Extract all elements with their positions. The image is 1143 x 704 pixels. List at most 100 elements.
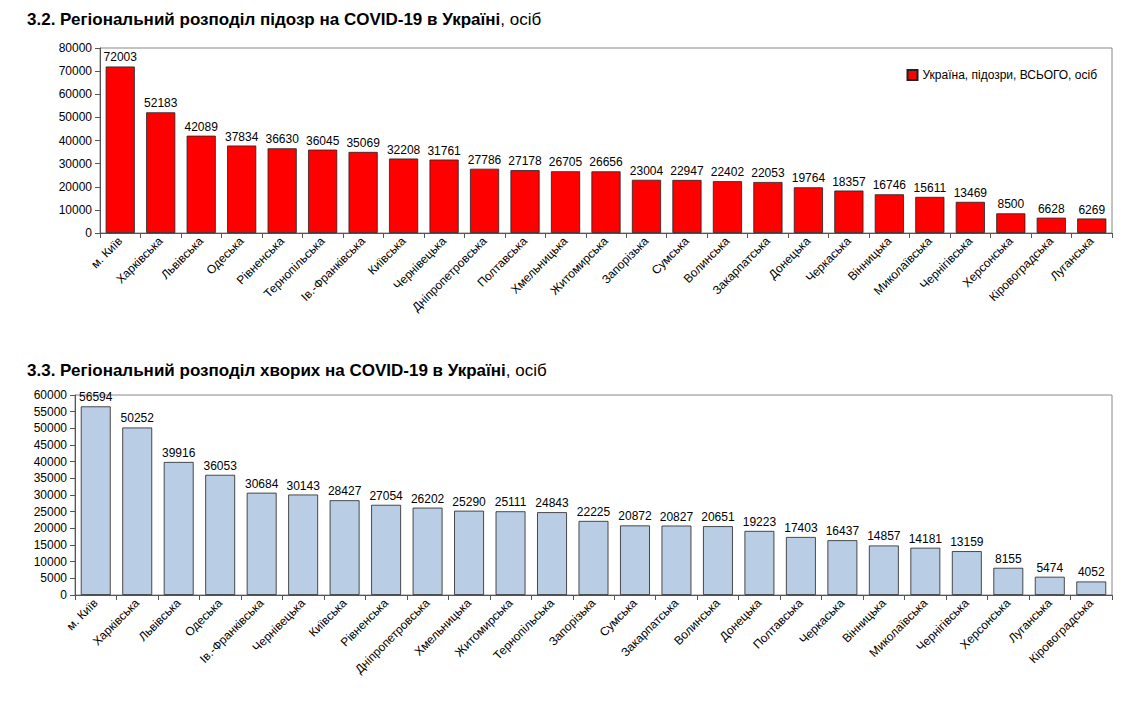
svg-text:45000: 45000 — [34, 438, 68, 452]
svg-text:Україна, підозри, ВСЬОГО, осіб: Україна, підозри, ВСЬОГО, осіб — [923, 68, 1098, 82]
svg-text:Житомирська: Житомирська — [547, 234, 611, 298]
svg-text:70000: 70000 — [59, 64, 93, 78]
svg-text:м. Київ: м. Київ — [88, 234, 125, 271]
svg-text:27786: 27786 — [468, 153, 502, 167]
svg-text:55000: 55000 — [34, 405, 68, 419]
svg-text:Ів.-Франківська: Ів.-Франківська — [197, 596, 267, 666]
svg-text:3.3. Регіональний розподіл хво: 3.3. Регіональний розподіл хворих на COV… — [27, 361, 506, 380]
svg-text:Закарпатська: Закарпатська — [618, 596, 681, 659]
svg-text:56594: 56594 — [79, 390, 113, 404]
svg-text:19223: 19223 — [743, 515, 777, 529]
svg-text:50000: 50000 — [34, 421, 68, 435]
svg-text:16437: 16437 — [826, 524, 860, 538]
svg-text:26202: 26202 — [411, 492, 445, 506]
svg-text:Запорізька: Запорізька — [599, 234, 652, 287]
svg-text:23004: 23004 — [630, 164, 664, 178]
svg-text:20651: 20651 — [701, 510, 735, 524]
svg-text:27054: 27054 — [369, 489, 403, 503]
svg-text:6628: 6628 — [1038, 202, 1065, 216]
svg-text:40000: 40000 — [59, 134, 93, 148]
svg-text:18357: 18357 — [832, 175, 866, 189]
svg-text:36045: 36045 — [306, 134, 340, 148]
svg-text:25290: 25290 — [452, 495, 486, 509]
svg-text:28427: 28427 — [328, 484, 362, 498]
svg-text:22225: 22225 — [577, 505, 611, 519]
svg-text:10000: 10000 — [34, 555, 68, 569]
svg-text:22402: 22402 — [711, 165, 745, 179]
svg-text:8500: 8500 — [997, 197, 1024, 211]
svg-text:Луганська: Луганська — [1047, 234, 1097, 284]
svg-text:, осіб: , осіб — [500, 10, 541, 29]
svg-text:50000: 50000 — [59, 110, 93, 124]
svg-text:Черкаська: Черкаська — [803, 234, 854, 285]
svg-text:15611: 15611 — [914, 181, 947, 195]
svg-text:27178: 27178 — [508, 154, 542, 168]
svg-text:0: 0 — [85, 226, 92, 240]
svg-text:Полтавська: Полтавська — [750, 596, 806, 652]
svg-text:26656: 26656 — [589, 155, 623, 169]
svg-text:20872: 20872 — [618, 509, 652, 523]
svg-text:30000: 30000 — [34, 488, 68, 502]
svg-text:26705: 26705 — [549, 155, 583, 169]
svg-text:Херсонська: Херсонська — [957, 596, 1013, 652]
svg-text:м. Київ: м. Київ — [64, 596, 101, 633]
svg-text:Львівська: Львівська — [158, 234, 206, 282]
svg-text:13469: 13469 — [954, 186, 988, 200]
svg-text:72003: 72003 — [104, 50, 138, 64]
svg-text:32208: 32208 — [387, 143, 421, 157]
svg-text:30684: 30684 — [245, 477, 279, 491]
svg-text:22053: 22053 — [751, 166, 785, 180]
svg-text:3.2. Регіональний розподіл під: 3.2. Регіональний розподіл підозр на COV… — [27, 10, 500, 29]
svg-text:19764: 19764 — [792, 171, 826, 185]
svg-text:Запорізька: Запорізька — [546, 596, 599, 649]
svg-text:Харківська: Харківська — [90, 596, 142, 648]
svg-text:Тернопільська: Тернопільська — [490, 596, 557, 663]
svg-text:17403: 17403 — [784, 521, 818, 535]
svg-text:40000: 40000 — [34, 455, 68, 469]
svg-text:Харківська: Харківська — [113, 234, 165, 286]
svg-text:13159: 13159 — [950, 535, 984, 549]
svg-text:4052: 4052 — [1078, 565, 1105, 579]
svg-text:30143: 30143 — [286, 479, 320, 493]
svg-text:Чернівецька: Чернівецька — [250, 596, 309, 655]
svg-text:Дніпропетровська: Дніпропетровська — [352, 596, 432, 676]
svg-text:Волинська: Волинська — [671, 596, 723, 648]
svg-text:35000: 35000 — [34, 471, 68, 485]
svg-text:30000: 30000 — [59, 157, 93, 171]
svg-text:5000: 5000 — [40, 571, 67, 585]
svg-text:60000: 60000 — [34, 388, 68, 402]
svg-text:20000: 20000 — [59, 180, 93, 194]
svg-text:22947: 22947 — [670, 164, 704, 178]
svg-text:Кіровоградська: Кіровоградська — [986, 234, 1056, 304]
svg-text:25111: 25111 — [495, 495, 527, 509]
svg-text:39916: 39916 — [162, 446, 196, 460]
svg-text:Кіровоградська: Кіровоградська — [1026, 596, 1096, 666]
svg-text:Черкаська: Черкаська — [796, 596, 847, 647]
svg-text:15000: 15000 — [34, 538, 68, 552]
svg-text:Закарпатська: Закарпатська — [710, 234, 773, 297]
svg-text:52183: 52183 — [144, 96, 178, 110]
svg-text:6269: 6269 — [1078, 203, 1105, 217]
svg-text:, осіб: , осіб — [506, 361, 547, 380]
svg-text:35069: 35069 — [346, 136, 380, 150]
svg-text:8155: 8155 — [995, 552, 1022, 566]
svg-text:14181: 14181 — [909, 532, 943, 546]
svg-text:0: 0 — [60, 588, 67, 602]
svg-text:20827: 20827 — [660, 510, 694, 524]
svg-text:20000: 20000 — [34, 521, 68, 535]
svg-text:24843: 24843 — [535, 496, 569, 510]
svg-text:14857: 14857 — [867, 529, 901, 543]
svg-text:5474: 5474 — [1036, 561, 1063, 575]
svg-text:42089: 42089 — [185, 120, 219, 134]
svg-text:37834: 37834 — [225, 130, 259, 144]
svg-text:80000: 80000 — [59, 41, 93, 55]
svg-text:31761: 31761 — [427, 144, 461, 158]
svg-text:36630: 36630 — [265, 132, 299, 146]
svg-text:50252: 50252 — [121, 411, 155, 425]
svg-text:Дніпропетровська: Дніпропетровська — [409, 234, 489, 314]
svg-text:60000: 60000 — [59, 87, 93, 101]
svg-text:36053: 36053 — [203, 459, 237, 473]
svg-text:Ів.-Франківська: Ів.-Франківська — [298, 234, 368, 304]
svg-text:25000: 25000 — [34, 505, 68, 519]
svg-text:10000: 10000 — [59, 203, 93, 217]
